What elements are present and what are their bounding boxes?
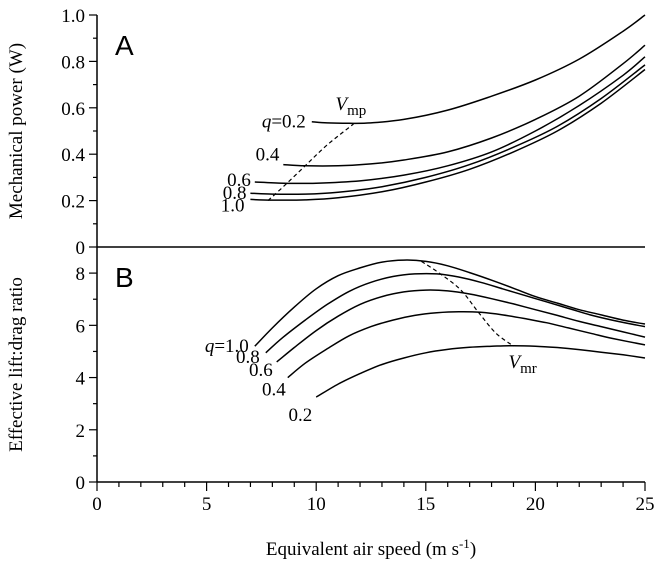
- series-label: 0.8: [236, 347, 260, 368]
- x-tick-label: 20: [526, 494, 545, 515]
- y-tick-label: 1.0: [61, 6, 85, 27]
- x-tick-label: 25: [636, 494, 655, 515]
- y-tick-label: 0: [76, 238, 86, 259]
- series-label: 0.4: [256, 145, 280, 166]
- series-line: [250, 64, 646, 196]
- series-label: 0.6: [227, 170, 251, 191]
- series-label: 0.6: [249, 360, 273, 381]
- y-tick-label: 8: [76, 264, 86, 285]
- y-tick-label: 0.2: [61, 192, 85, 213]
- x-tick-label: 5: [202, 494, 212, 515]
- y-tick-label: 6: [76, 316, 86, 337]
- x-tick-label: 0: [92, 494, 102, 515]
- series-line: [254, 56, 646, 185]
- y-tick-label: 0: [76, 473, 86, 494]
- x-axis: 0 5 10 15 20 25 Equivalent air speed (m s-1): [92, 15, 655, 560]
- panel-letter: B: [115, 262, 134, 293]
- series-label: 0.8: [223, 183, 247, 204]
- y-tick-label: 4: [76, 369, 86, 390]
- y-tick-label: 0.8: [61, 52, 85, 73]
- v-mp-label: Vmp: [335, 94, 366, 119]
- x-axis-title: Equivalent air speed (m s-1): [266, 536, 476, 560]
- series-label: 0.2: [288, 405, 312, 426]
- optimum-speed-line: [267, 123, 354, 202]
- series-line: [287, 311, 646, 379]
- series-label: 0.4: [262, 380, 286, 401]
- series-line: [254, 259, 646, 347]
- series-line: [283, 44, 646, 167]
- panel-letter: A: [115, 30, 134, 61]
- series-line: [265, 272, 646, 354]
- y-axis-title: Effective lift:drag ratio: [6, 277, 27, 452]
- series-label: q=1.0: [205, 336, 249, 357]
- optimum-speed-line: [421, 260, 514, 347]
- series-line: [315, 344, 646, 398]
- x-tick-label: 10: [307, 494, 326, 515]
- series-line: [250, 68, 646, 201]
- y-tick-label: 2: [76, 421, 86, 442]
- series-label: 1.0: [221, 195, 245, 216]
- series-label: q=0.2: [262, 112, 306, 133]
- series-line: [311, 14, 646, 125]
- y-tick-label: 0.6: [61, 99, 85, 120]
- x-tick-label: 15: [416, 494, 435, 515]
- y-tick-label: 0.4: [61, 145, 85, 166]
- series-line: [276, 289, 646, 363]
- v-mr-label: Vmr: [508, 352, 536, 377]
- y-axis-title: Mechanical power (W): [6, 43, 27, 219]
